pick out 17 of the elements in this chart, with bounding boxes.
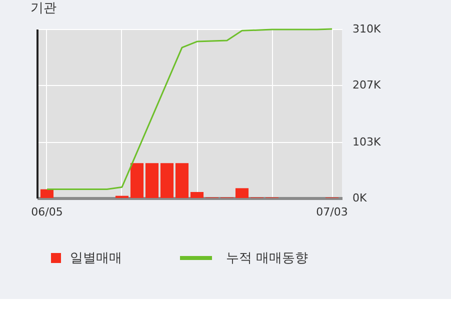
y-tick-label: 310K: [352, 22, 382, 36]
x-tick-label: 06/05: [31, 206, 63, 218]
bar: [235, 188, 249, 198]
x-tick-label: 07/03: [316, 206, 348, 218]
bar: [130, 163, 144, 198]
bar: [160, 163, 174, 198]
bar: [190, 192, 204, 198]
y-tick-label: 0K: [352, 192, 368, 204]
bar: [145, 163, 159, 198]
y-tick-label: 103K: [352, 135, 382, 148]
chart-title: 기관: [30, 1, 57, 16]
bar: [175, 163, 189, 198]
bar: [40, 189, 54, 198]
y-tick-label: 207K: [352, 78, 382, 92]
legend-label: 누적 매매동향: [226, 251, 308, 266]
line-series: [46, 28, 333, 190]
legend-label: 일별매매: [70, 251, 122, 266]
